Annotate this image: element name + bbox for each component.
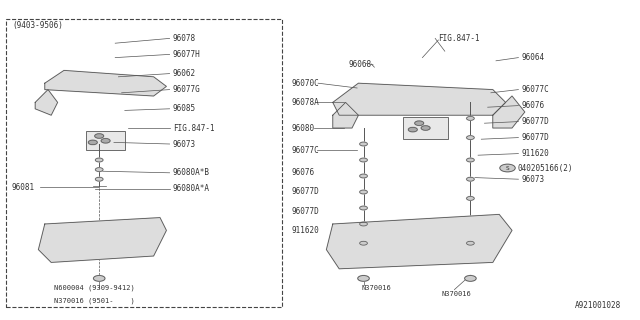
Circle shape: [360, 190, 367, 194]
Text: S: S: [506, 165, 509, 171]
Text: 96062: 96062: [173, 69, 196, 78]
Text: N370016 (9501-    ): N370016 (9501- ): [54, 298, 135, 304]
Text: 96077C: 96077C: [522, 85, 549, 94]
Circle shape: [421, 126, 430, 130]
Text: 96077D: 96077D: [522, 133, 549, 142]
Circle shape: [101, 139, 110, 143]
Text: FIG.847-1: FIG.847-1: [438, 34, 480, 43]
Circle shape: [360, 174, 367, 178]
Text: 96064: 96064: [522, 53, 545, 62]
Circle shape: [360, 241, 367, 245]
Text: N370016: N370016: [442, 292, 471, 297]
Polygon shape: [45, 70, 166, 96]
Text: 96077C: 96077C: [291, 146, 319, 155]
Text: (9403-9506): (9403-9506): [13, 21, 63, 30]
Text: 96085: 96085: [173, 104, 196, 113]
Text: 96080A*B: 96080A*B: [173, 168, 210, 177]
Circle shape: [467, 116, 474, 120]
Circle shape: [415, 121, 424, 125]
Text: 96077D: 96077D: [291, 207, 319, 216]
Circle shape: [360, 158, 367, 162]
Polygon shape: [326, 214, 512, 269]
Polygon shape: [333, 102, 358, 128]
Text: 96081: 96081: [12, 183, 35, 192]
Bar: [86, 131, 125, 150]
Circle shape: [467, 177, 474, 181]
Text: 96073: 96073: [173, 140, 196, 148]
Circle shape: [95, 168, 103, 172]
Text: N600004 (9309-9412): N600004 (9309-9412): [54, 285, 135, 291]
Text: 96068: 96068: [349, 60, 372, 68]
Bar: [403, 117, 448, 139]
Text: 96077D: 96077D: [291, 188, 319, 196]
Text: 96070C: 96070C: [291, 79, 319, 88]
Circle shape: [360, 222, 367, 226]
Text: 96080A*A: 96080A*A: [173, 184, 210, 193]
Circle shape: [360, 206, 367, 210]
Circle shape: [465, 276, 476, 281]
Circle shape: [360, 142, 367, 146]
Text: 911620: 911620: [522, 149, 549, 158]
Polygon shape: [493, 96, 525, 128]
Text: A921001028: A921001028: [575, 301, 621, 310]
Circle shape: [467, 136, 474, 140]
Circle shape: [467, 158, 474, 162]
Text: 96078: 96078: [173, 34, 196, 43]
Polygon shape: [38, 218, 166, 262]
Circle shape: [95, 134, 104, 138]
Bar: [6, 19, 282, 307]
Polygon shape: [333, 83, 506, 115]
Circle shape: [500, 164, 515, 172]
Text: 96080: 96080: [291, 124, 314, 132]
Circle shape: [95, 158, 103, 162]
Text: 96073: 96073: [522, 175, 545, 184]
Circle shape: [467, 241, 474, 245]
Text: 040205166(2): 040205166(2): [517, 164, 573, 172]
Text: 96077H: 96077H: [173, 50, 200, 59]
Text: N370016: N370016: [362, 285, 391, 291]
Text: 96076: 96076: [291, 168, 314, 177]
Text: 911620: 911620: [291, 226, 319, 235]
Circle shape: [88, 140, 97, 145]
Circle shape: [93, 276, 105, 281]
Text: FIG.847-1: FIG.847-1: [173, 124, 214, 132]
Circle shape: [358, 276, 369, 281]
Text: 96076: 96076: [522, 101, 545, 110]
Circle shape: [467, 196, 474, 200]
Polygon shape: [35, 90, 58, 115]
Text: 96077D: 96077D: [522, 117, 549, 126]
Text: 96078A: 96078A: [291, 98, 319, 107]
Circle shape: [95, 177, 103, 181]
Circle shape: [408, 127, 417, 132]
Text: 96077G: 96077G: [173, 85, 200, 94]
